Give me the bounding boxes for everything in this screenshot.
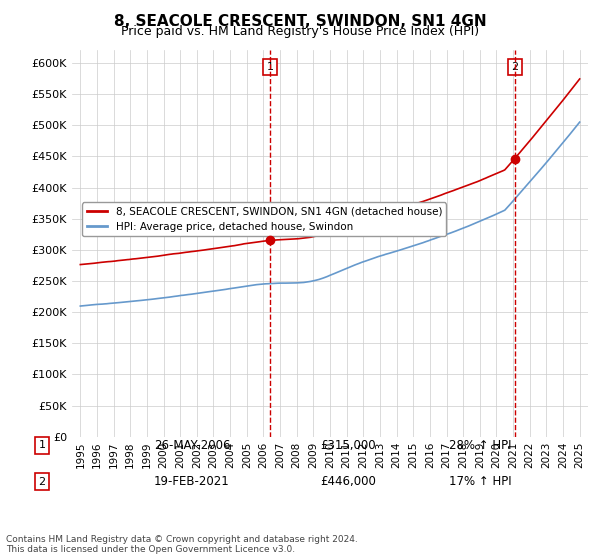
Text: 8, SEACOLE CRESCENT, SWINDON, SN1 4GN: 8, SEACOLE CRESCENT, SWINDON, SN1 4GN	[113, 14, 487, 29]
Text: Contains HM Land Registry data © Crown copyright and database right 2024.
This d: Contains HM Land Registry data © Crown c…	[6, 535, 358, 554]
Text: 2: 2	[512, 62, 518, 72]
Text: 28% ↑ HPI: 28% ↑ HPI	[449, 438, 511, 452]
Text: 1: 1	[38, 440, 46, 450]
Legend: 8, SEACOLE CRESCENT, SWINDON, SN1 4GN (detached house), HPI: Average price, deta: 8, SEACOLE CRESCENT, SWINDON, SN1 4GN (d…	[82, 203, 446, 236]
Text: Price paid vs. HM Land Registry's House Price Index (HPI): Price paid vs. HM Land Registry's House …	[121, 25, 479, 38]
Text: 26-MAY-2006: 26-MAY-2006	[154, 438, 230, 452]
Text: 1: 1	[266, 62, 274, 72]
Text: 17% ↑ HPI: 17% ↑ HPI	[449, 475, 511, 488]
Text: £446,000: £446,000	[320, 475, 376, 488]
Text: 2: 2	[38, 477, 46, 487]
Text: 19-FEB-2021: 19-FEB-2021	[154, 475, 230, 488]
Text: £315,000: £315,000	[320, 438, 376, 452]
